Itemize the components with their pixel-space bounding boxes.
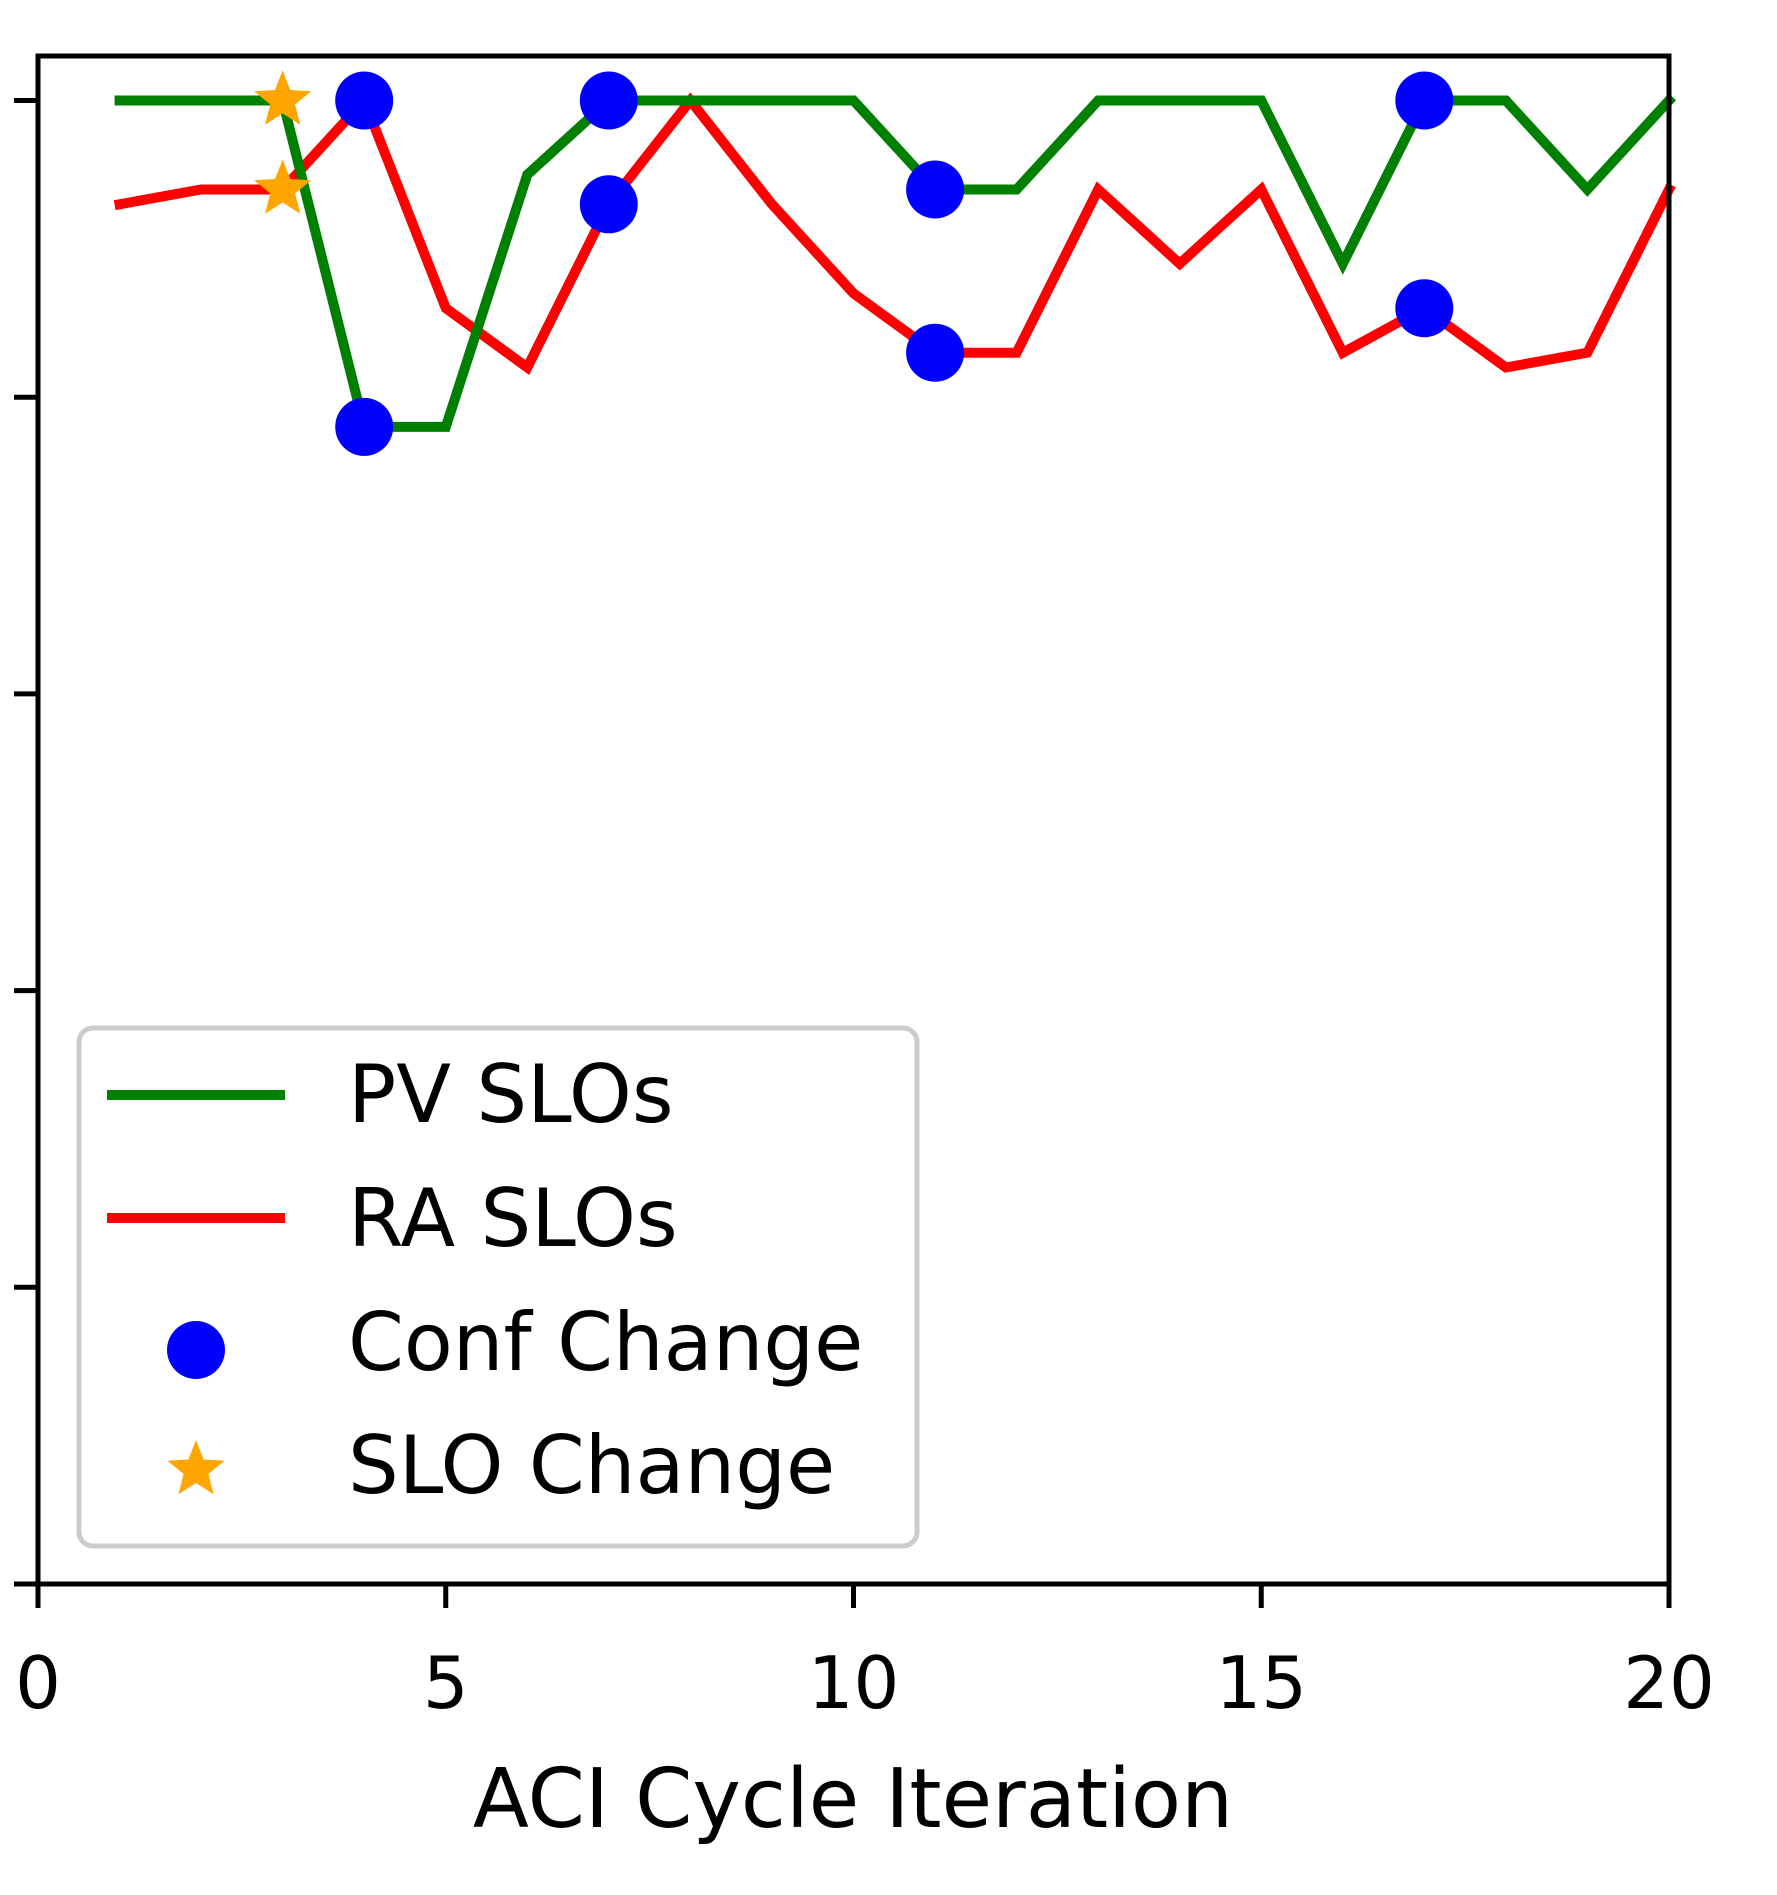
y-axis xyxy=(14,98,38,1587)
conf-change-point-4 xyxy=(906,160,965,219)
legend-label-ra-slos: RA SLOs xyxy=(348,1172,678,1265)
x-tick-label-20: 20 xyxy=(1623,1641,1715,1725)
series-line-pv-slos xyxy=(114,93,1677,432)
conf-change-point-0 xyxy=(335,71,394,130)
legend-label-slo-change: SLO Change xyxy=(348,1419,835,1512)
legend-marker-conf-change xyxy=(167,1321,225,1379)
conf-change-point-3 xyxy=(579,175,638,234)
legend-label-pv-slos: PV SLOs xyxy=(348,1048,674,1141)
conf-change-point-1 xyxy=(335,397,394,456)
conf-change-point-7 xyxy=(1395,279,1454,338)
x-tick-label-0: 0 xyxy=(15,1641,61,1725)
conf-change-point-6 xyxy=(1395,71,1454,130)
slo-change-point-0 xyxy=(254,70,312,125)
legend-label-conf-change: Conf Change xyxy=(348,1296,863,1389)
legend-marker-slo-change xyxy=(167,1440,225,1495)
conf-change-point-2 xyxy=(579,71,638,130)
x-tick-label-10: 10 xyxy=(808,1641,900,1725)
slo-change-point-1 xyxy=(254,159,312,214)
x-axis-label: ACI Cycle Iteration xyxy=(473,1752,1233,1847)
x-axis: 0 5 10 15 20 xyxy=(15,1584,1715,1725)
legend-box xyxy=(76,1025,920,1549)
plot-marks xyxy=(113,70,1677,456)
legend: PV SLOs RA SLOs Conf Change SLO Change xyxy=(76,1025,920,1549)
x-tick-label-5: 5 xyxy=(423,1641,469,1725)
conf-change-point-5 xyxy=(906,323,965,382)
x-tick-label-15: 15 xyxy=(1215,1641,1307,1725)
